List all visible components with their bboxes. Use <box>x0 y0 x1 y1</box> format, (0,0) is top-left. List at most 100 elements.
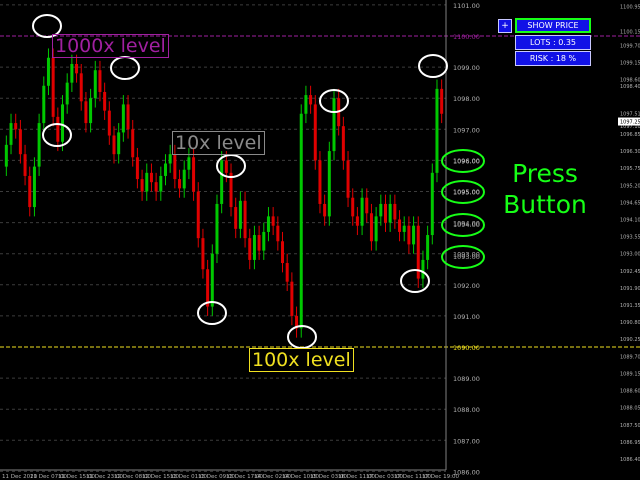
price-small-label: 1100.15 <box>620 29 640 35</box>
price-small-label: 1093.00 <box>620 252 640 258</box>
candle-body <box>360 197 364 226</box>
candle-body <box>290 281 294 316</box>
current-price-box <box>618 117 640 126</box>
highlight-circle <box>216 154 246 178</box>
time-label: 15 Dec 03:00 <box>310 474 347 480</box>
candle-body <box>402 225 406 232</box>
risk-field[interactable]: RISK : 18 % <box>515 51 591 66</box>
candle-body <box>84 101 88 124</box>
oval-price-label: 1094.00 <box>453 221 480 229</box>
price-label: 1096.00 <box>453 157 480 165</box>
price-small-label: 1087.50 <box>620 423 640 429</box>
price-label: 1087.00 <box>453 437 480 445</box>
price-small-label: 1099.70 <box>620 43 640 49</box>
candle-body <box>262 231 266 251</box>
candle-body <box>18 129 22 155</box>
candle-body <box>266 216 270 232</box>
price-label: 1095.00 <box>453 189 480 197</box>
price-label: 1089.00 <box>453 375 480 383</box>
price-axis: 1101.00 1100.00 1099.00 1098.00 1097.00 1096.… <box>445 0 640 476</box>
candle-body <box>323 203 327 217</box>
highlight-circle <box>418 54 448 78</box>
show-price-button[interactable]: SHOW PRICE <box>515 18 591 33</box>
time-label: 17 Dec 19:00 <box>422 474 459 480</box>
price-label: 1097.00 <box>453 126 480 134</box>
candle-body <box>388 203 392 223</box>
price-small-label: 1100.95 <box>620 4 640 10</box>
candle-body <box>421 259 425 279</box>
candle-body <box>46 57 50 86</box>
price-small-label: 1092.45 <box>620 269 640 275</box>
price-small-label: 1088.60 <box>620 389 640 395</box>
candle-body <box>276 225 280 242</box>
price-small-label: 1094.10 <box>620 217 640 223</box>
candle-body <box>168 154 172 164</box>
candle-body <box>23 154 27 176</box>
candle-body <box>346 160 350 198</box>
candle-body <box>224 160 228 173</box>
candle-body <box>56 116 60 142</box>
candle-body <box>341 126 345 161</box>
press-line-1: Press <box>512 159 578 188</box>
price-small-label: 1089.15 <box>620 371 640 377</box>
candle-body <box>238 200 242 229</box>
candle-body <box>252 235 256 260</box>
highlight-circle <box>287 325 317 349</box>
candle-body <box>98 70 102 92</box>
candle-body <box>430 172 434 236</box>
candle-body <box>159 175 163 192</box>
oval-price-label: 1093.00 <box>453 253 480 261</box>
price-label: 1086.00 <box>453 468 480 476</box>
candle-body <box>309 95 313 105</box>
price-label: 1099.00 <box>453 64 480 72</box>
highlight-circle <box>319 89 349 113</box>
candle-body <box>103 91 107 111</box>
candle-body <box>121 104 125 133</box>
candle-body <box>79 73 83 102</box>
candle-body <box>393 203 397 220</box>
candle-body <box>75 63 79 74</box>
price-small-label: 1093.55 <box>620 235 640 241</box>
candle-body <box>107 110 111 136</box>
candle-body <box>140 179 144 192</box>
price-small-label: 1086.40 <box>620 457 640 463</box>
candle-body <box>234 207 238 229</box>
candle-body <box>4 144 8 167</box>
time-label: 13 Dec 09:00 <box>198 474 235 480</box>
price-small-label: 1095.20 <box>620 183 640 189</box>
candle-body <box>201 238 205 270</box>
candle-body <box>163 163 167 176</box>
candle-body <box>271 216 275 226</box>
price-small-label: 1094.65 <box>620 200 640 206</box>
time-label: 11 Dec 23:00 <box>86 474 123 480</box>
candle-body <box>440 88 444 114</box>
current-price-label: 1097.25 <box>620 120 640 126</box>
press-oval <box>441 213 485 237</box>
plus-button[interactable]: + <box>498 19 512 33</box>
oval-price-label: 1096.00 <box>453 157 480 165</box>
price-label: 1098.00 <box>453 95 480 103</box>
candle-body <box>89 98 93 124</box>
candle-body <box>435 88 439 173</box>
candle-body <box>248 238 252 260</box>
candle-body <box>355 216 359 226</box>
price-label: 1088.00 <box>453 406 480 414</box>
candle-body <box>154 182 158 192</box>
price-small-label: 1090.25 <box>620 337 640 343</box>
candle-body <box>61 104 65 142</box>
time-label: 14 Dec 02:00 <box>254 474 291 480</box>
oval-price-label: 1095.00 <box>453 188 480 196</box>
price-small-label: 1089.70 <box>620 354 640 360</box>
candle-body <box>126 104 130 130</box>
lots-field[interactable]: LOTS : 0.35 <box>515 35 591 50</box>
level-1000-label: 1000x level <box>52 34 169 58</box>
highlight-circle <box>110 56 140 80</box>
candle-body <box>51 57 55 117</box>
candle-body <box>426 235 430 260</box>
candle-body <box>187 157 191 170</box>
candle-body <box>28 175 32 208</box>
candle-body <box>383 203 387 223</box>
press-button-annotation: Press Button <box>495 158 595 220</box>
candle-body <box>374 216 378 242</box>
